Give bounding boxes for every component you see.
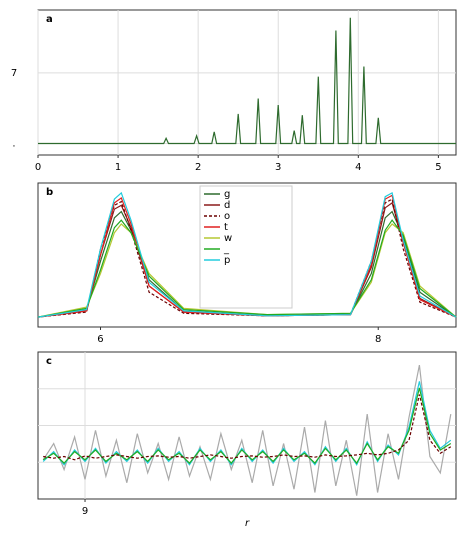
x-axis-label: r <box>245 518 250 529</box>
panel-title: a <box>46 14 53 25</box>
legend-label: d <box>224 200 230 211</box>
x-tick-label: 4 <box>355 162 361 173</box>
x-tick-label: 8 <box>375 334 381 345</box>
x-tick-label: 3 <box>275 162 281 173</box>
x-tick-label: 6 <box>97 334 103 345</box>
panel-title: b <box>46 187 53 198</box>
series-line <box>43 394 452 461</box>
panel-title: c <box>46 356 52 367</box>
x-tick-label: 0 <box>35 162 41 173</box>
legend-label: o <box>224 211 230 222</box>
legend-label: w <box>224 233 232 244</box>
legend-label: g <box>224 189 230 200</box>
series-line <box>42 387 452 465</box>
y-tick-label: 7 <box>11 68 17 79</box>
series-line <box>37 191 457 318</box>
panel: 0 1 2 3 4 5. 7 a <box>11 9 457 173</box>
series-line <box>37 219 457 318</box>
y-tick-label: . <box>12 138 15 149</box>
series-line <box>38 17 456 145</box>
x-tick-label: 5 <box>435 162 441 173</box>
x-tick-label: 2 <box>195 162 201 173</box>
plot-area <box>37 9 457 156</box>
x-tick-label: 1 <box>115 162 121 173</box>
panel: 9 c r <box>37 351 457 529</box>
x-tick-label: 9 <box>82 506 88 517</box>
legend-label: p <box>224 255 230 266</box>
legend-label: t <box>224 222 228 233</box>
legend-label: _ <box>223 244 230 255</box>
legend-box <box>199 185 293 309</box>
